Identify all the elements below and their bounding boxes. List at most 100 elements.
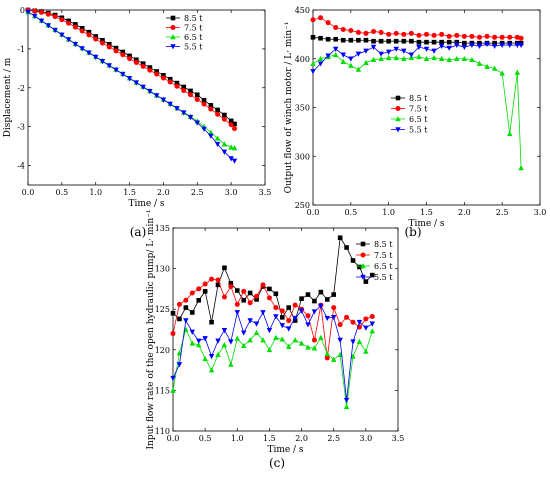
data-point [318,334,324,340]
data-point [208,129,214,135]
data-point [241,297,247,303]
data-point [491,65,498,71]
data-point [177,316,182,322]
data-point [66,20,72,26]
x-tick-label: 2.0 [157,188,170,197]
data-point [32,8,38,14]
legend-marker [360,252,366,258]
y-tick-label: 135 [155,224,170,233]
data-point [86,29,92,35]
data-point [370,56,377,63]
y-tick-label: 125 [155,305,170,314]
data-point [260,282,266,288]
data-point [312,298,317,304]
data-point [305,313,311,319]
data-point [266,328,273,334]
data-point [438,43,445,49]
data-point [348,56,354,62]
data-point [234,310,240,316]
x-tick-label: 1.5 [420,208,433,217]
data-point [147,88,153,95]
data-point [133,80,140,86]
data-point [241,330,247,336]
data-point [273,291,279,297]
data-point [154,69,159,74]
data-point [279,315,285,320]
data-point [299,296,304,301]
data-point [79,28,85,34]
x-axis-label: Time / s [267,445,303,455]
x-tick-label: 3.0 [534,208,547,217]
data-point [201,101,207,107]
y-tick-label: -2 [17,84,25,93]
data-point [208,106,214,112]
data-point [484,33,490,39]
data-point [196,286,202,292]
series-line-85t [172,236,373,323]
data-point [355,29,361,35]
data-point [438,55,445,62]
data-point [221,141,228,147]
data-point [234,335,240,341]
series-line-55t [172,305,373,401]
data-point [214,141,221,148]
data-point [247,337,253,343]
data-point [386,38,391,44]
data-point [167,101,173,108]
data-point [454,55,460,62]
data-point [73,22,78,27]
data-point [286,305,292,310]
data-point [174,83,180,89]
data-point [324,315,330,322]
data-point [461,44,468,50]
data-point [266,295,272,301]
data-point [431,54,437,61]
legend-marker [395,95,401,101]
legend-entry: 6.5 t [184,33,203,42]
data-point [378,38,384,44]
data-point [356,37,361,43]
data-point [154,71,160,77]
data-point [247,300,253,306]
data-point [378,29,384,35]
data-point [310,17,316,23]
data-point [253,329,260,336]
data-point [86,32,92,38]
data-point [369,328,375,334]
data-point [499,42,505,48]
data-point [416,32,422,38]
data-point [202,355,208,362]
data-point [25,9,31,15]
data-point [378,55,384,62]
data-point [176,362,183,368]
data-point [202,289,208,294]
data-point [310,60,316,66]
data-point [363,48,369,54]
data-point [215,111,221,117]
data-point [221,342,228,348]
data-point [189,340,195,346]
data-point [484,41,490,48]
data-point [408,52,415,58]
chart-panel-0: 0.0 0.5 1.0 1.5 2.0 2.5 3.0 3.5 0 -1 -2 -3 -4 Time / … [3,6,271,239]
data-point [518,42,524,48]
data-point [181,110,187,116]
data-point [363,37,369,43]
data-point [133,60,139,65]
legend-entry: 5.5 t [409,126,428,135]
data-point [286,343,292,349]
data-point [462,40,467,46]
data-point [324,350,330,357]
data-point [106,41,112,47]
data-point [247,290,253,296]
data-point [363,316,369,322]
data-point [247,318,253,324]
data-point [369,321,375,327]
data-point [196,342,202,348]
data-point [469,56,475,63]
y-tick-label: -4 [17,162,25,171]
data-point [228,283,234,289]
data-point [369,272,375,278]
data-point [127,56,133,62]
data-point [355,66,362,72]
